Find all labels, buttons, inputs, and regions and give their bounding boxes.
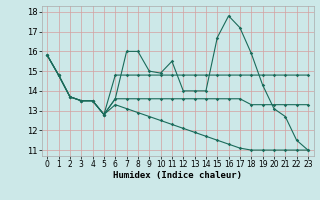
X-axis label: Humidex (Indice chaleur): Humidex (Indice chaleur) xyxy=(113,171,242,180)
